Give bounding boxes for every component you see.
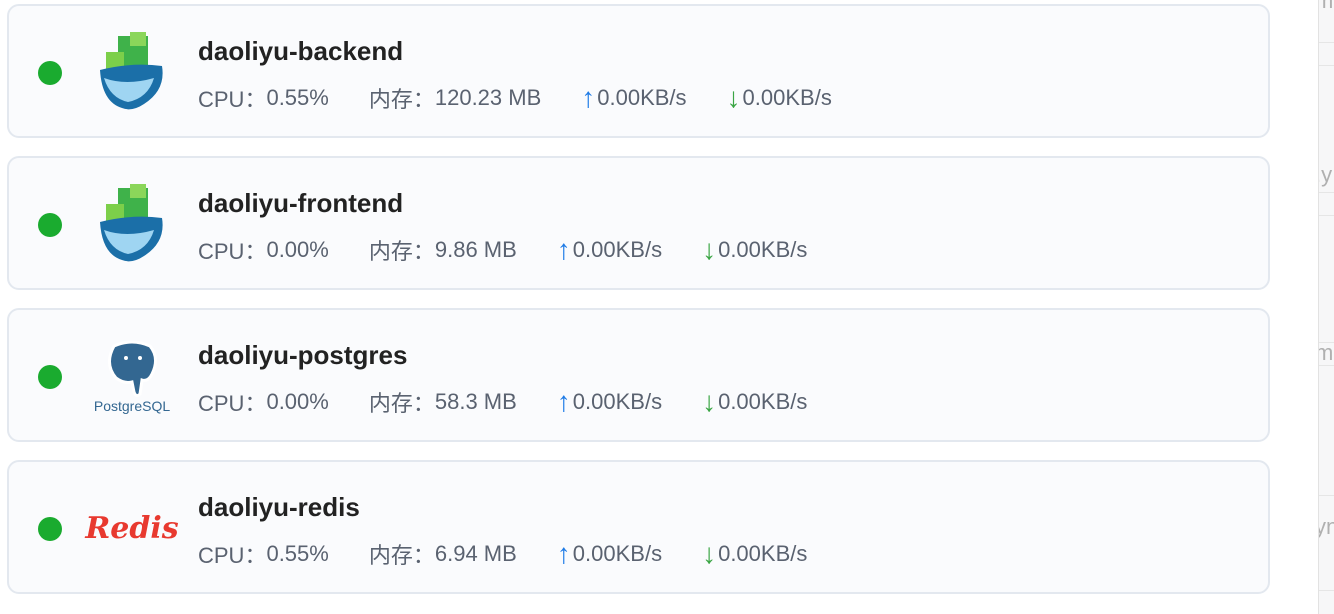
- docker-node-icon: [87, 182, 177, 266]
- memory-value: 6.94 MB: [434, 541, 517, 566]
- container-name: daoliyu-frontend: [198, 188, 404, 218]
- download-rate: 0.00KB/s: [718, 237, 808, 262]
- cpu-label: CPU：: [198, 543, 267, 568]
- docker-node-icon: [87, 30, 177, 114]
- container-card[interactable]: daoliyu-backend CPU： 0.55% 内存： 120.23 MB ↑…: [7, 4, 1270, 138]
- cpu-label: CPU：: [198, 87, 267, 112]
- cpu-value: 0.00%: [266, 389, 329, 414]
- arrow-up-icon: ↑: [556, 234, 571, 265]
- postgresql-logo-text: PostgreSQL: [93, 398, 171, 414]
- upload-rate: 0.00KB/s: [572, 389, 663, 414]
- side-fragment: .y: [1319, 162, 1333, 187]
- container-list: daoliyu-backend CPU： 0.55% 内存： 120.23 MB ↑…: [7, 4, 1270, 612]
- memory-label: 内存：: [368, 239, 435, 264]
- memory-value: 9.86 MB: [434, 237, 517, 262]
- postgresql-icon: PostgreSQL: [87, 334, 177, 418]
- redis-logo-text: Redis: [85, 510, 179, 546]
- upload-rate: 0.00KB/s: [572, 541, 663, 566]
- memory-label: 内存：: [368, 391, 435, 416]
- container-name: daoliyu-redis: [198, 492, 360, 522]
- status-running-icon: [38, 365, 62, 389]
- container-name: daoliyu-postgres: [198, 340, 408, 370]
- cpu-label: CPU：: [198, 239, 267, 264]
- status-running-icon: [38, 213, 62, 237]
- cpu-value: 0.00%: [266, 237, 329, 262]
- container-name: daoliyu-backend: [198, 36, 404, 66]
- container-card[interactable]: PostgreSQL daoliyu-postgres CPU： 0.00% 内存…: [7, 308, 1270, 442]
- side-fragment: m: [1319, 340, 1333, 366]
- arrow-down-icon: ↓: [702, 386, 717, 417]
- arrow-up-icon: ↑: [556, 538, 571, 569]
- cpu-value: 0.55%: [266, 85, 329, 110]
- side-panel: m .y m yn: [1318, 0, 1334, 614]
- container-card[interactable]: daoliyu-frontend CPU： 0.00% 内存： 9.86 MB ↑ 0…: [7, 156, 1270, 290]
- side-fragment: yn: [1319, 514, 1334, 540]
- download-rate: 0.00KB/s: [718, 541, 808, 566]
- arrow-down-icon: ↓: [702, 234, 717, 265]
- upload-rate: 0.00KB/s: [572, 237, 663, 262]
- memory-value: 120.23 MB: [434, 85, 542, 110]
- status-running-icon: [38, 517, 62, 541]
- cpu-label: CPU：: [198, 391, 267, 416]
- arrow-down-icon: ↓: [702, 538, 717, 569]
- memory-label: 内存：: [368, 543, 435, 568]
- cpu-value: 0.55%: [266, 541, 329, 566]
- side-fragment: m: [1319, 0, 1333, 14]
- arrow-down-icon: ↓: [726, 82, 741, 113]
- container-card[interactable]: Redis daoliyu-redis CPU： 0.55% 内存： 6.94 MB…: [7, 460, 1270, 594]
- memory-label: 内存：: [368, 87, 435, 112]
- status-running-icon: [38, 61, 62, 85]
- memory-value: 58.3 MB: [434, 389, 517, 414]
- download-rate: 0.00KB/s: [742, 85, 832, 110]
- arrow-up-icon: ↑: [556, 386, 571, 417]
- upload-rate: 0.00KB/s: [597, 85, 687, 110]
- download-rate: 0.00KB/s: [718, 389, 808, 414]
- redis-icon: Redis: [85, 486, 179, 570]
- arrow-up-icon: ↑: [581, 82, 596, 113]
